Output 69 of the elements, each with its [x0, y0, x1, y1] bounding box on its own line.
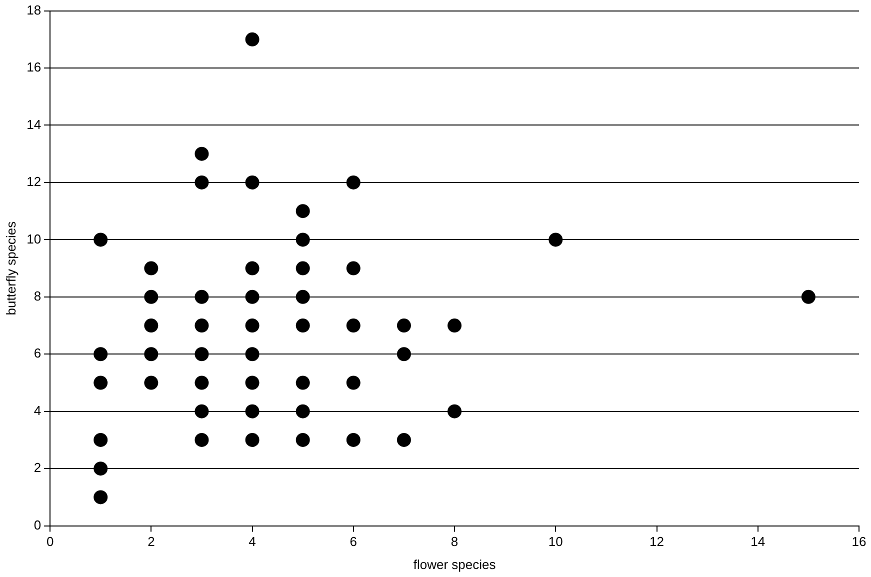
point [346, 432, 360, 447]
x-tick-label: 10 [548, 534, 563, 550]
point [245, 261, 260, 276]
point [144, 290, 158, 304]
point [296, 318, 310, 333]
y-tick-label: 10 [26, 231, 42, 246]
point [144, 347, 158, 362]
point [245, 432, 260, 447]
point [194, 376, 209, 390]
point [194, 404, 209, 418]
x-tick-label: 8 [450, 534, 458, 550]
point [245, 290, 260, 304]
point [194, 146, 209, 161]
point [194, 318, 209, 333]
point [396, 318, 411, 333]
y-tick-label: 14 [26, 116, 42, 132]
y-tick-label: 18 [26, 2, 42, 18]
point [346, 261, 360, 276]
point [346, 376, 360, 390]
point [94, 462, 108, 476]
point [296, 404, 310, 418]
x-tick-label: 2 [148, 534, 155, 550]
point [245, 347, 260, 362]
point [245, 318, 260, 333]
point [194, 175, 209, 190]
point [448, 318, 462, 333]
point [245, 376, 260, 390]
point [448, 404, 462, 418]
point [296, 204, 310, 218]
point [94, 490, 108, 504]
point [94, 376, 108, 390]
point [194, 432, 209, 447]
point [346, 318, 360, 333]
y-tick-label: 12 [26, 174, 42, 190]
y-axis-title: butterfly species [3, 220, 18, 316]
point [396, 347, 411, 362]
point [801, 290, 816, 304]
x-tick-label: 16 [852, 534, 866, 550]
point [245, 175, 260, 190]
y-tick-label: 0 [34, 517, 42, 532]
point [245, 404, 260, 418]
point [396, 432, 411, 447]
x-axis-title: flower species [413, 556, 496, 572]
x-tick-label: 12 [650, 534, 664, 550]
point [245, 32, 260, 46]
point [194, 290, 209, 304]
point [94, 347, 108, 362]
x-tick-label: 6 [350, 534, 358, 550]
point [144, 376, 158, 390]
point [296, 232, 310, 247]
point [548, 232, 563, 247]
point [296, 261, 310, 276]
point [94, 432, 108, 447]
y-tick-label: 2 [34, 460, 42, 476]
x-tick-label: 4 [248, 534, 256, 550]
point [346, 175, 360, 190]
point [296, 432, 310, 447]
y-tick-label: 4 [34, 402, 42, 418]
y-tick-label: 6 [34, 346, 42, 361]
point [144, 261, 158, 276]
x-tick-label: 0 [46, 534, 54, 550]
y-tick-label: 16 [26, 60, 42, 75]
point [194, 347, 209, 362]
point [296, 376, 310, 390]
y-tick-label: 8 [34, 288, 42, 304]
point [94, 232, 108, 247]
x-tick-label: 14 [750, 534, 766, 550]
point [296, 290, 310, 304]
point [144, 318, 158, 333]
